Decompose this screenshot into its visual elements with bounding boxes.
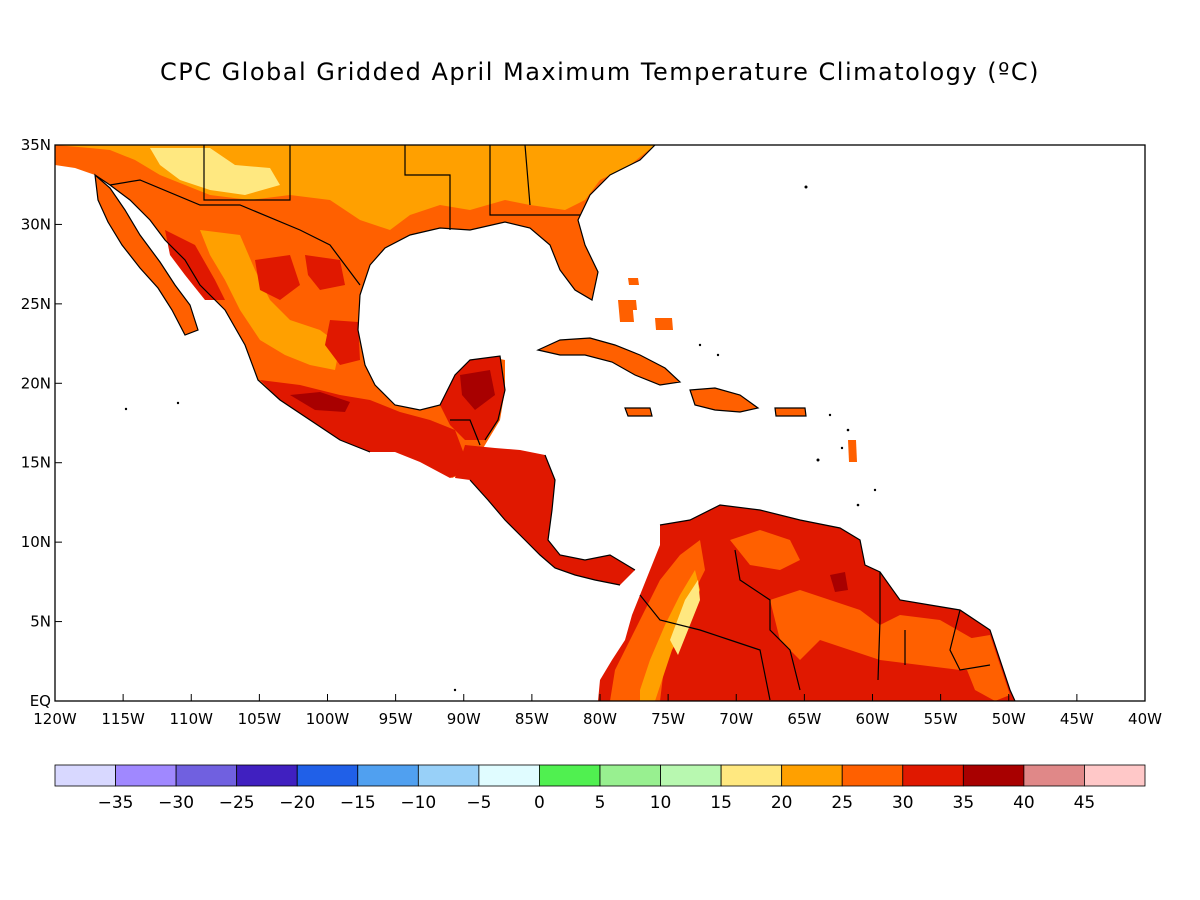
darkred-region-balsas xyxy=(290,392,350,412)
jamaica-land xyxy=(625,408,652,416)
lon-tick-label: 95W xyxy=(379,710,413,728)
colorbar-swatch xyxy=(902,764,964,787)
lesser-antilles-1 xyxy=(848,440,857,462)
lon-tick-label: 50W xyxy=(992,710,1026,728)
colorbar-swatch xyxy=(54,764,116,787)
colorbar-swatch xyxy=(1084,764,1146,787)
colorbar-label: 15 xyxy=(710,793,732,813)
colorbar-swatch xyxy=(841,764,904,787)
lon-tick-label: 75W xyxy=(651,710,685,728)
colorbar-label: −35 xyxy=(98,793,134,813)
lon-tick-label: 85W xyxy=(515,710,549,728)
lon-tick-label: 115W xyxy=(101,710,145,728)
orange-region-plateau xyxy=(200,230,340,370)
coastlines xyxy=(94,145,1016,701)
colorbar-label: −10 xyxy=(400,793,436,813)
map-title: CPC Global Gridded April Maximum Tempera… xyxy=(159,58,1041,86)
lon-tick-label: 90W xyxy=(447,710,481,728)
lon-tick-label: 80W xyxy=(583,710,617,728)
lon-tick-label: 65W xyxy=(787,710,821,728)
colorbar-swatch xyxy=(175,764,238,787)
colorbar-label: −15 xyxy=(340,793,376,813)
orange-region-venezuela xyxy=(730,530,800,570)
red-region-mexico-2 xyxy=(305,255,345,290)
orange-region-brazil-coast xyxy=(960,635,1010,701)
yellow-region-andes xyxy=(670,580,700,655)
colorbar-label: 25 xyxy=(831,793,853,813)
colorbar-label: 0 xyxy=(534,793,545,813)
lat-tick-label: EQ xyxy=(30,692,51,710)
cuba-land xyxy=(538,338,680,385)
lat-tick-label: 20N xyxy=(21,374,51,392)
colorbar-swatch xyxy=(660,764,722,787)
temperature-field xyxy=(55,145,1016,701)
red-region-mexico-1 xyxy=(255,255,300,300)
lon-tick-label: 110W xyxy=(170,710,214,728)
lon-tick-label: 100W xyxy=(306,710,350,728)
lat-tick-label: 5N xyxy=(30,613,51,631)
lon-tick-label: 105W xyxy=(238,710,282,728)
colorbar-label: 10 xyxy=(650,793,672,813)
bahamas-1 xyxy=(655,318,673,330)
orange-region-guiana-shield xyxy=(770,590,985,670)
darkred-region-guyana xyxy=(830,572,848,592)
lat-tick-label: 15N xyxy=(21,454,51,472)
colorbar-swatch xyxy=(599,764,661,787)
colorbar-swatch xyxy=(357,764,419,787)
colorbar-swatch xyxy=(781,764,843,787)
colorbar-swatch xyxy=(236,764,298,787)
darkred-region-yucatan xyxy=(460,370,495,410)
yellow-region xyxy=(150,148,280,195)
colorbar-label: 40 xyxy=(1013,793,1035,813)
hispaniola-land xyxy=(690,388,758,412)
colorbar-label: 30 xyxy=(892,793,914,813)
colorbar-label: 45 xyxy=(1074,793,1096,813)
colorbar-label: −20 xyxy=(279,793,315,813)
colorbar-swatch xyxy=(962,764,1025,787)
lon-tick-label: 120W xyxy=(33,710,77,728)
orange-region-andes xyxy=(610,540,705,701)
longitude-axis: 120W 115W 110W 105W 100W 95W 90W 85W 80W 75W 70W 65… xyxy=(33,694,1162,728)
bahamas-2 xyxy=(620,300,637,310)
colorbar: −35 −30 −25 −20 −15 −10 −5 0 5 10 15 20 25 30 35 40 45 xyxy=(54,764,1146,813)
lon-tick-label: 70W xyxy=(719,710,753,728)
colorbar-label: 35 xyxy=(953,793,975,813)
lat-tick-label: 25N xyxy=(21,295,51,313)
north-america-land xyxy=(55,145,655,478)
lon-tick-label: 45W xyxy=(1060,710,1094,728)
colorbar-swatch xyxy=(115,764,177,787)
colorbar-label: −25 xyxy=(219,793,255,813)
small-islands xyxy=(124,185,877,692)
central-america-land xyxy=(455,445,635,585)
latitude-axis: 35N 30N 25N 20N 15N 10N 5N EQ xyxy=(21,136,62,710)
colorbar-swatch xyxy=(478,764,540,787)
lon-tick-label: 40W xyxy=(1128,710,1162,728)
colorbar-label: −5 xyxy=(466,793,491,813)
colorbar-swatch xyxy=(417,764,480,787)
red-region-mexico-3 xyxy=(325,320,360,365)
colorbar-label: 20 xyxy=(771,793,793,813)
colorbar-swatch xyxy=(296,764,359,787)
lat-tick-label: 35N xyxy=(21,136,51,154)
lon-tick-label: 55W xyxy=(924,710,958,728)
colorbar-swatch xyxy=(539,764,601,787)
puerto-rico-land xyxy=(775,408,806,416)
red-region-sonora xyxy=(165,230,225,300)
colorbar-swatch xyxy=(720,764,783,787)
lon-tick-label: 60W xyxy=(856,710,890,728)
lesser-antilles-2 xyxy=(628,278,639,285)
lat-tick-label: 30N xyxy=(21,215,51,233)
colorbar-label: 5 xyxy=(595,793,606,813)
baja-california-land xyxy=(95,175,198,335)
colorbar-swatch xyxy=(1023,764,1085,787)
colorbar-label: −30 xyxy=(158,793,194,813)
lat-tick-label: 10N xyxy=(21,533,51,551)
